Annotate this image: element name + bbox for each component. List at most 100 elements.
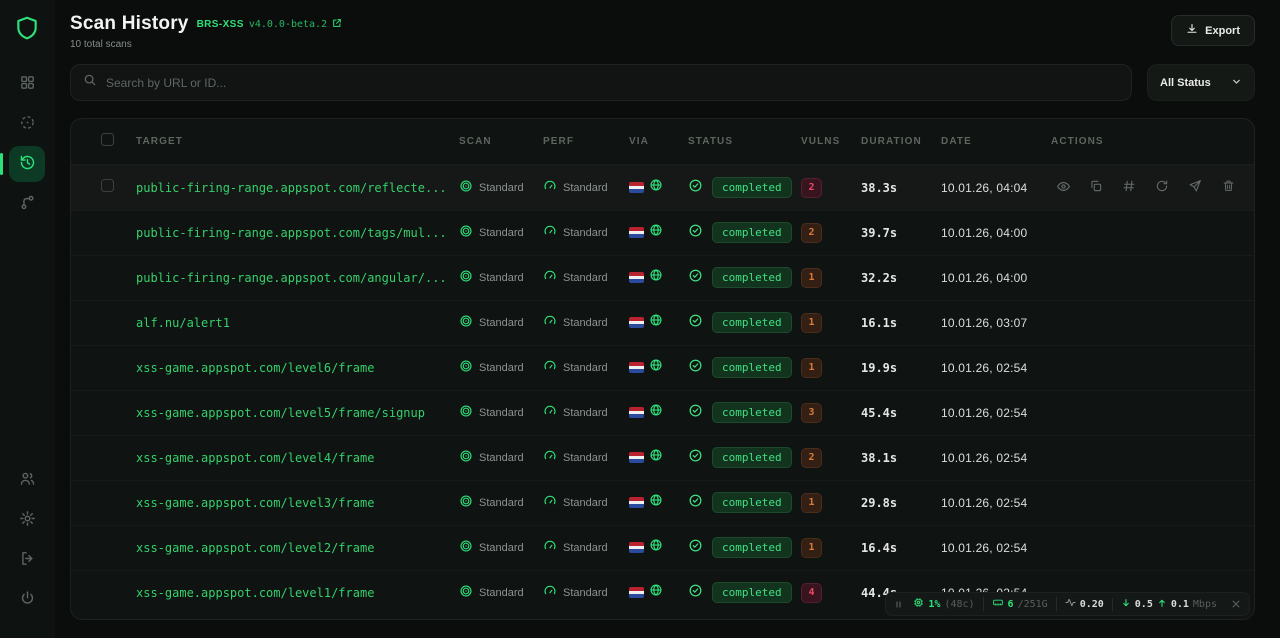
status-filter-select[interactable]: All Status (1147, 64, 1255, 101)
target-link[interactable]: xss-game.appspot.com/level6/frame (136, 360, 375, 375)
hash-button[interactable] (1117, 176, 1141, 200)
export-button[interactable]: Export (1171, 15, 1255, 46)
topbar: Scan History BRS-XSS v4.0.0-beta.2 10 to… (70, 0, 1255, 57)
gauge-icon (543, 314, 557, 331)
table-row[interactable]: alf.nu/alert1 Standard Standard complete… (71, 300, 1254, 345)
col-header-target: TARGET (136, 136, 183, 147)
col-header-date: DATE (941, 136, 972, 147)
via-cell (629, 493, 688, 512)
table-row[interactable]: xss-game.appspot.com/level5/frame/signup… (71, 390, 1254, 435)
arrow-up-icon (1157, 598, 1167, 611)
via-cell (629, 583, 688, 602)
target-link[interactable]: xss-game.appspot.com/level5/frame/signup (136, 405, 425, 420)
globe-icon (649, 358, 663, 377)
trash-icon (1222, 179, 1235, 196)
target-link[interactable]: public-firing-range.appspot.com/angular/… (136, 270, 447, 285)
select-all-checkbox[interactable] (101, 132, 114, 146)
sidebar-item-dashboard[interactable] (9, 66, 45, 102)
table-row[interactable]: xss-game.appspot.com/level6/frame Standa… (71, 345, 1254, 390)
via-cell (629, 403, 688, 422)
sidebar-item-targets[interactable] (9, 106, 45, 142)
target-link[interactable]: xss-game.appspot.com/level1/frame (136, 585, 375, 600)
target-link[interactable]: alf.nu/alert1 (136, 315, 230, 330)
table-row[interactable]: xss-game.appspot.com/level3/frame Standa… (71, 480, 1254, 525)
flag-nl-icon (629, 272, 644, 283)
network-stat: 0.5 0.1 Mbps (1111, 597, 1225, 611)
app-logo[interactable] (14, 14, 40, 42)
perf-mode-label: Standard (563, 451, 608, 464)
scan-mode-label: Standard (479, 451, 524, 464)
git-branch-icon (19, 194, 36, 214)
crosshair-icon (19, 114, 36, 134)
target-link[interactable]: xss-game.appspot.com/level4/frame (136, 450, 375, 465)
total-scans-label: 10 total scans (70, 39, 132, 50)
via-cell (629, 223, 688, 242)
globe-icon (649, 178, 663, 197)
bullseye-icon (459, 179, 473, 196)
target-link[interactable]: xss-game.appspot.com/level3/frame (136, 495, 375, 510)
vulns-badge: 1 (801, 267, 822, 288)
globe-icon (649, 403, 663, 422)
status-badge: completed (712, 222, 792, 243)
close-icon[interactable] (1225, 599, 1241, 609)
view-button[interactable] (1051, 176, 1075, 200)
status-badge: completed (712, 492, 792, 513)
pause-icon[interactable] (894, 600, 905, 609)
copy-button[interactable] (1084, 176, 1108, 200)
sidebar-item-users[interactable] (9, 462, 45, 498)
sidebar-item-pipeline[interactable] (9, 186, 45, 222)
sidebar-item-power[interactable] (9, 582, 45, 618)
col-header-scan: SCAN (459, 136, 492, 147)
vulns-badge: 1 (801, 492, 822, 513)
send-button[interactable] (1183, 176, 1207, 200)
table-row[interactable]: public-firing-range.appspot.com/angular/… (71, 255, 1254, 300)
cpu-stat: 1% (48c) (905, 597, 982, 611)
col-header-duration: DURATION (861, 136, 922, 147)
table-row[interactable]: xss-game.appspot.com/level1/frame Standa… (71, 570, 1254, 615)
bullseye-icon (459, 224, 473, 241)
rescan-button[interactable] (1150, 176, 1174, 200)
duration-cell: 32.2s (861, 270, 898, 285)
main-content: Scan History BRS-XSS v4.0.0-beta.2 10 to… (55, 0, 1280, 638)
activity-icon (1065, 597, 1076, 611)
hash-icon (1122, 179, 1136, 196)
net-unit: Mbps (1192, 598, 1217, 610)
target-link[interactable]: public-firing-range.appspot.com/tags/mul… (136, 225, 447, 240)
status-badge: completed (712, 447, 792, 468)
table-row[interactable]: xss-game.appspot.com/level4/frame Standa… (71, 435, 1254, 480)
brand-version-link[interactable]: BRS-XSS v4.0.0-beta.2 (197, 15, 343, 33)
ram-stat: 6 /251G (982, 597, 1056, 611)
page-title: Scan History (70, 13, 189, 34)
status-cell: completed (688, 447, 801, 468)
table-row[interactable]: public-firing-range.appspot.com/reflecte… (71, 165, 1254, 210)
sidebar-item-history[interactable] (0, 146, 45, 182)
perf-mode-label: Standard (563, 496, 608, 509)
load-stat: 0.20 (1055, 597, 1112, 611)
table-row[interactable]: xss-game.appspot.com/level2/frame Standa… (71, 525, 1254, 570)
perf-mode-label: Standard (563, 226, 608, 239)
col-header-actions: ACTIONS (1051, 136, 1104, 147)
target-link[interactable]: public-firing-range.appspot.com/reflecte… (136, 180, 447, 195)
eye-icon (1056, 179, 1071, 197)
search-input[interactable] (106, 75, 1119, 90)
target-link[interactable]: xss-game.appspot.com/level2/frame (136, 540, 375, 555)
globe-icon (649, 223, 663, 242)
col-header-status: STATUS (688, 136, 734, 147)
flag-nl-icon (629, 407, 644, 418)
globe-icon (649, 493, 663, 512)
col-header-vulns: VULNS (801, 136, 841, 147)
date-cell: 10.01.26, 02:54 (941, 540, 1028, 555)
date-cell: 10.01.26, 02:54 (941, 405, 1028, 420)
scan-mode-label: Standard (479, 181, 524, 194)
globe-icon (649, 538, 663, 557)
sidebar-item-logout[interactable] (9, 542, 45, 578)
date-cell: 10.01.26, 03:07 (941, 315, 1028, 330)
row-checkbox[interactable] (101, 178, 114, 192)
download-icon (1186, 23, 1198, 38)
sidebar-item-settings[interactable] (9, 502, 45, 538)
delete-button[interactable] (1216, 176, 1240, 200)
flag-nl-icon (629, 317, 644, 328)
status-filter-value: All Status (1160, 76, 1211, 89)
brand-version: v4.0.0-beta.2 (248, 18, 328, 30)
table-row[interactable]: public-firing-range.appspot.com/tags/mul… (71, 210, 1254, 255)
